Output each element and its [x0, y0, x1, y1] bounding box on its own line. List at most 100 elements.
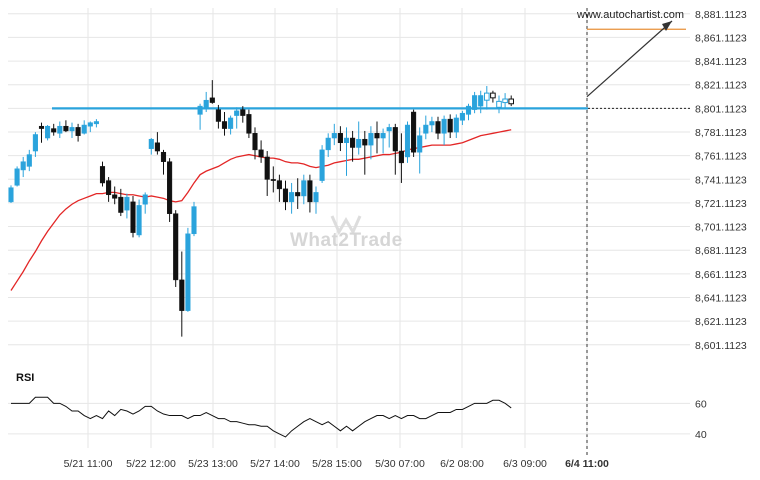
- rsi-label: RSI: [16, 372, 35, 384]
- candle-body: [453, 117, 459, 133]
- candle-body: [264, 156, 270, 180]
- candle: [490, 90, 496, 103]
- y-tick-label: 8,641.1123: [695, 292, 747, 304]
- candle-body: [435, 121, 441, 134]
- candle: [38, 122, 45, 143]
- candle-body: [197, 105, 203, 115]
- candle-body: [472, 95, 478, 110]
- candle: [380, 128, 386, 154]
- candle-body: [423, 124, 429, 134]
- candle-body: [289, 192, 295, 203]
- candle-body: [45, 125, 51, 139]
- candle-body: [246, 114, 252, 134]
- candle-body: [319, 149, 325, 181]
- candle: [197, 103, 203, 130]
- candle-body: [118, 196, 124, 213]
- candle-body: [221, 121, 228, 129]
- y-tick-label: 8,741.1123: [695, 174, 747, 186]
- candle: [313, 186, 319, 214]
- candle-body: [32, 134, 38, 152]
- candle: [307, 174, 313, 213]
- candle: [45, 125, 51, 141]
- candle-body: [185, 233, 191, 311]
- candle-body: [276, 180, 282, 190]
- candle: [99, 161, 106, 187]
- candle-body: [490, 92, 496, 99]
- candle: [173, 210, 179, 287]
- candle: [234, 107, 240, 129]
- candle: [246, 109, 252, 139]
- candle-body: [75, 127, 81, 136]
- candle: [289, 182, 295, 214]
- candle: [167, 158, 173, 222]
- candle: [203, 91, 209, 113]
- candle: [264, 151, 270, 196]
- candle: [325, 133, 331, 157]
- y-tick-label: 8,721.1123: [695, 198, 747, 210]
- candle: [252, 127, 258, 160]
- candle-body: [386, 127, 392, 132]
- candle: [404, 121, 411, 163]
- candle-body: [93, 121, 99, 125]
- candle-body: [99, 166, 106, 184]
- candle: [240, 106, 246, 123]
- candle-body: [203, 99, 209, 108]
- candle-body: [69, 127, 75, 132]
- candle-body: [154, 142, 160, 152]
- candle: [63, 120, 69, 133]
- candle-body: [258, 149, 264, 158]
- candle: [215, 104, 221, 129]
- candle-body: [380, 133, 386, 139]
- candle: [191, 201, 197, 237]
- grid-lines: [8, 8, 690, 448]
- candle-body: [142, 194, 148, 205]
- candle-body: [368, 133, 374, 146]
- candle: [276, 174, 282, 202]
- candle-body: [459, 112, 465, 121]
- candle-body: [106, 180, 112, 196]
- candle: [130, 195, 136, 238]
- candle: [435, 116, 441, 140]
- candle: [429, 116, 435, 133]
- candle-body: [484, 92, 490, 101]
- axis-labels: 8,881.1123 8,861.1123 8,841.1123 8,821.1123…: [64, 9, 747, 470]
- candle: [270, 166, 276, 193]
- candle-body: [173, 213, 179, 281]
- candle: [411, 109, 417, 157]
- candle-body: [392, 127, 398, 152]
- candle: [136, 199, 142, 238]
- y-tick-label: 8,801.1123: [695, 103, 747, 115]
- y-tick-label: 8,681.1123: [695, 245, 747, 257]
- candle: [417, 127, 423, 174]
- candle-body: [81, 124, 87, 134]
- candle-body: [57, 125, 63, 134]
- candle-body: [228, 117, 234, 129]
- candle: [484, 86, 490, 110]
- candle: [343, 127, 350, 176]
- y-tick-label: 8,861.1123: [695, 32, 747, 44]
- y-tick-label: 8,601.1123: [695, 340, 747, 352]
- candle: [81, 120, 87, 135]
- candle-body: [441, 118, 447, 134]
- candle: [179, 251, 185, 337]
- candle: [453, 114, 459, 139]
- candle: [295, 178, 301, 209]
- candle: [118, 188, 124, 217]
- candle: [319, 145, 325, 183]
- candle: [502, 93, 508, 109]
- candle-body: [51, 128, 57, 133]
- candle-body: [191, 206, 197, 235]
- candle: [465, 103, 472, 121]
- candle-body: [209, 97, 215, 103]
- candle: [75, 123, 81, 142]
- candle-body: [240, 109, 246, 116]
- candle-body: [8, 187, 14, 203]
- candle: [32, 132, 38, 157]
- candle: [423, 115, 429, 140]
- candle: [508, 95, 514, 107]
- candle: [356, 121, 362, 155]
- candle-body: [160, 151, 167, 162]
- candle-body: [307, 180, 313, 203]
- source-label[interactable]: www.autochartist.com: [577, 9, 684, 21]
